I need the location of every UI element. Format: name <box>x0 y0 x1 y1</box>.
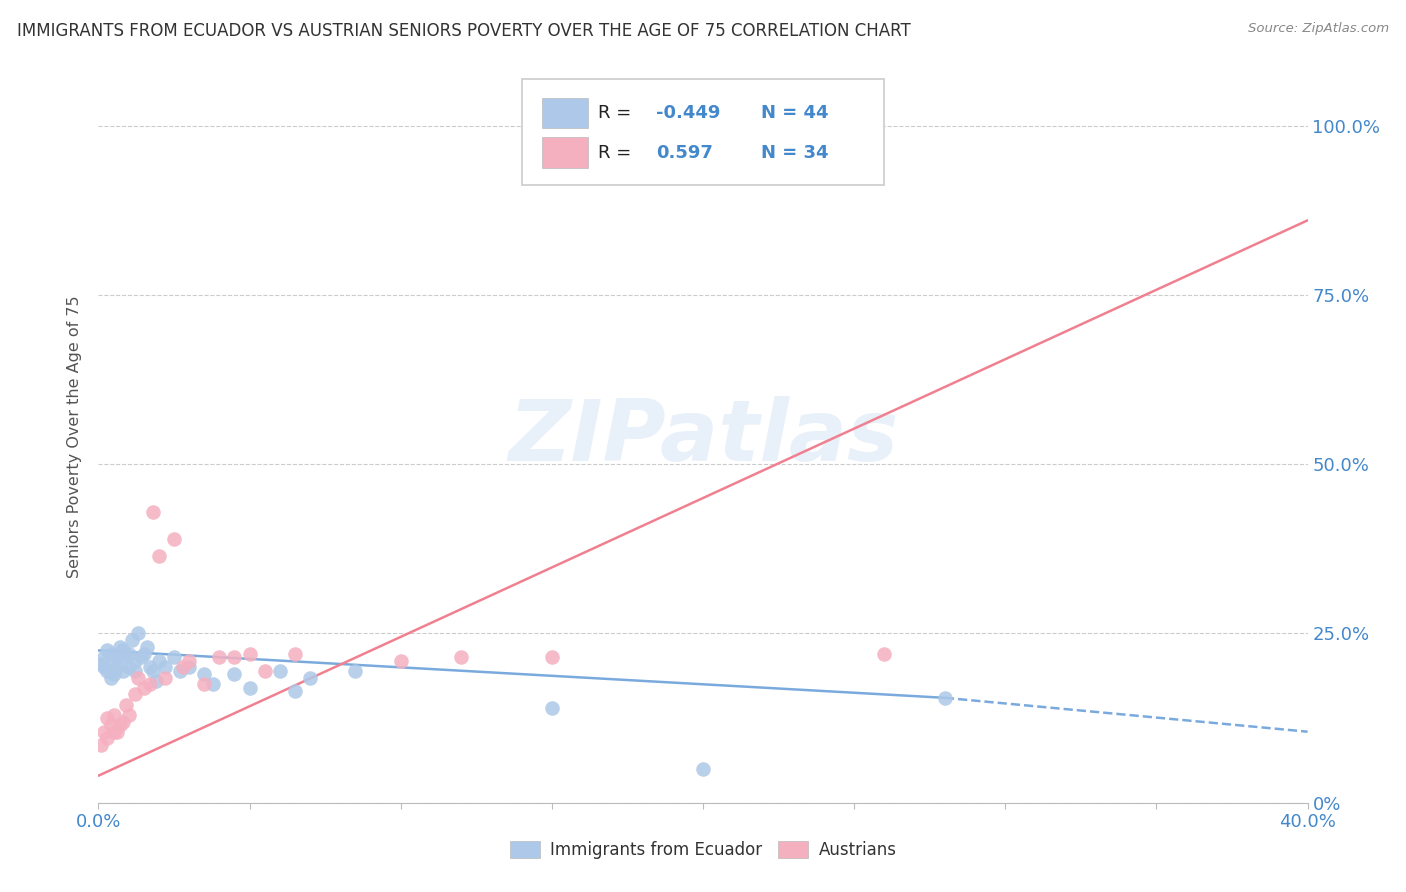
Text: Source: ZipAtlas.com: Source: ZipAtlas.com <box>1249 22 1389 36</box>
Point <box>100 647 122 661</box>
Point <box>169 664 191 678</box>
Point <box>121 633 143 648</box>
Point <box>96 664 118 678</box>
Point <box>124 664 146 678</box>
Point <box>114 650 136 665</box>
Point <box>179 660 201 674</box>
FancyBboxPatch shape <box>543 98 588 128</box>
Point <box>145 673 167 688</box>
Y-axis label: Seniors Poverty Over the Age of 75: Seniors Poverty Over the Age of 75 <box>67 296 83 578</box>
Text: N = 34: N = 34 <box>761 144 828 161</box>
Point <box>111 714 134 729</box>
Point <box>540 701 562 715</box>
Point <box>873 647 896 661</box>
Point <box>129 650 152 665</box>
Point <box>253 664 276 678</box>
Text: IMMIGRANTS FROM ECUADOR VS AUSTRIAN SENIORS POVERTY OVER THE AGE OF 75 CORRELATI: IMMIGRANTS FROM ECUADOR VS AUSTRIAN SENI… <box>17 22 911 40</box>
Text: R =: R = <box>598 144 643 161</box>
Point <box>93 660 115 674</box>
Point <box>118 647 141 661</box>
Point <box>103 654 125 668</box>
Point <box>100 671 122 685</box>
Point <box>284 647 307 661</box>
Point <box>148 654 170 668</box>
Point <box>934 690 956 705</box>
Point <box>148 549 170 563</box>
Text: -0.449: -0.449 <box>655 104 720 122</box>
Point <box>118 707 141 722</box>
Point <box>105 724 128 739</box>
Point <box>103 667 125 681</box>
Point <box>103 707 125 722</box>
Point <box>105 650 128 665</box>
Point <box>163 532 186 546</box>
Point <box>103 724 125 739</box>
Point <box>540 650 562 665</box>
Point <box>631 119 654 133</box>
Point <box>90 738 112 752</box>
Point <box>124 688 146 702</box>
Point <box>752 119 775 133</box>
Point <box>96 731 118 746</box>
Point <box>142 505 165 519</box>
Point <box>135 640 157 654</box>
Point <box>118 660 141 674</box>
Point <box>172 660 194 674</box>
Point <box>239 647 262 661</box>
Point <box>239 681 262 695</box>
Point <box>105 660 128 674</box>
Point <box>108 647 131 661</box>
Point <box>142 664 165 678</box>
Point <box>96 643 118 657</box>
Point <box>132 647 155 661</box>
Point <box>114 698 136 712</box>
Point <box>450 650 472 665</box>
Point <box>163 650 186 665</box>
Point <box>153 671 176 685</box>
Point <box>111 664 134 678</box>
Point <box>153 660 176 674</box>
Point <box>124 654 146 668</box>
FancyBboxPatch shape <box>522 78 884 185</box>
Point <box>108 718 131 732</box>
Point <box>100 718 122 732</box>
Point <box>202 677 225 691</box>
Point <box>299 671 322 685</box>
Point <box>193 677 215 691</box>
Point <box>127 626 149 640</box>
Legend: Immigrants from Ecuador, Austrians: Immigrants from Ecuador, Austrians <box>502 833 904 868</box>
Point <box>208 650 231 665</box>
Point <box>193 667 215 681</box>
Point <box>96 711 118 725</box>
Point <box>127 671 149 685</box>
Point <box>132 681 155 695</box>
Text: ZIPatlas: ZIPatlas <box>508 395 898 479</box>
Point <box>93 650 115 665</box>
Point <box>344 664 367 678</box>
Point <box>692 762 714 776</box>
Point <box>389 654 412 668</box>
Point <box>284 684 307 698</box>
Text: R =: R = <box>598 104 637 122</box>
Point <box>93 724 115 739</box>
Point <box>179 654 201 668</box>
Point <box>108 640 131 654</box>
Point <box>139 677 162 691</box>
Text: N = 44: N = 44 <box>761 104 828 122</box>
FancyBboxPatch shape <box>543 137 588 168</box>
Point <box>224 667 246 681</box>
Point <box>224 650 246 665</box>
Point <box>111 643 134 657</box>
Point <box>139 660 162 674</box>
Text: 0.597: 0.597 <box>655 144 713 161</box>
Point <box>90 657 112 671</box>
Point <box>269 664 291 678</box>
